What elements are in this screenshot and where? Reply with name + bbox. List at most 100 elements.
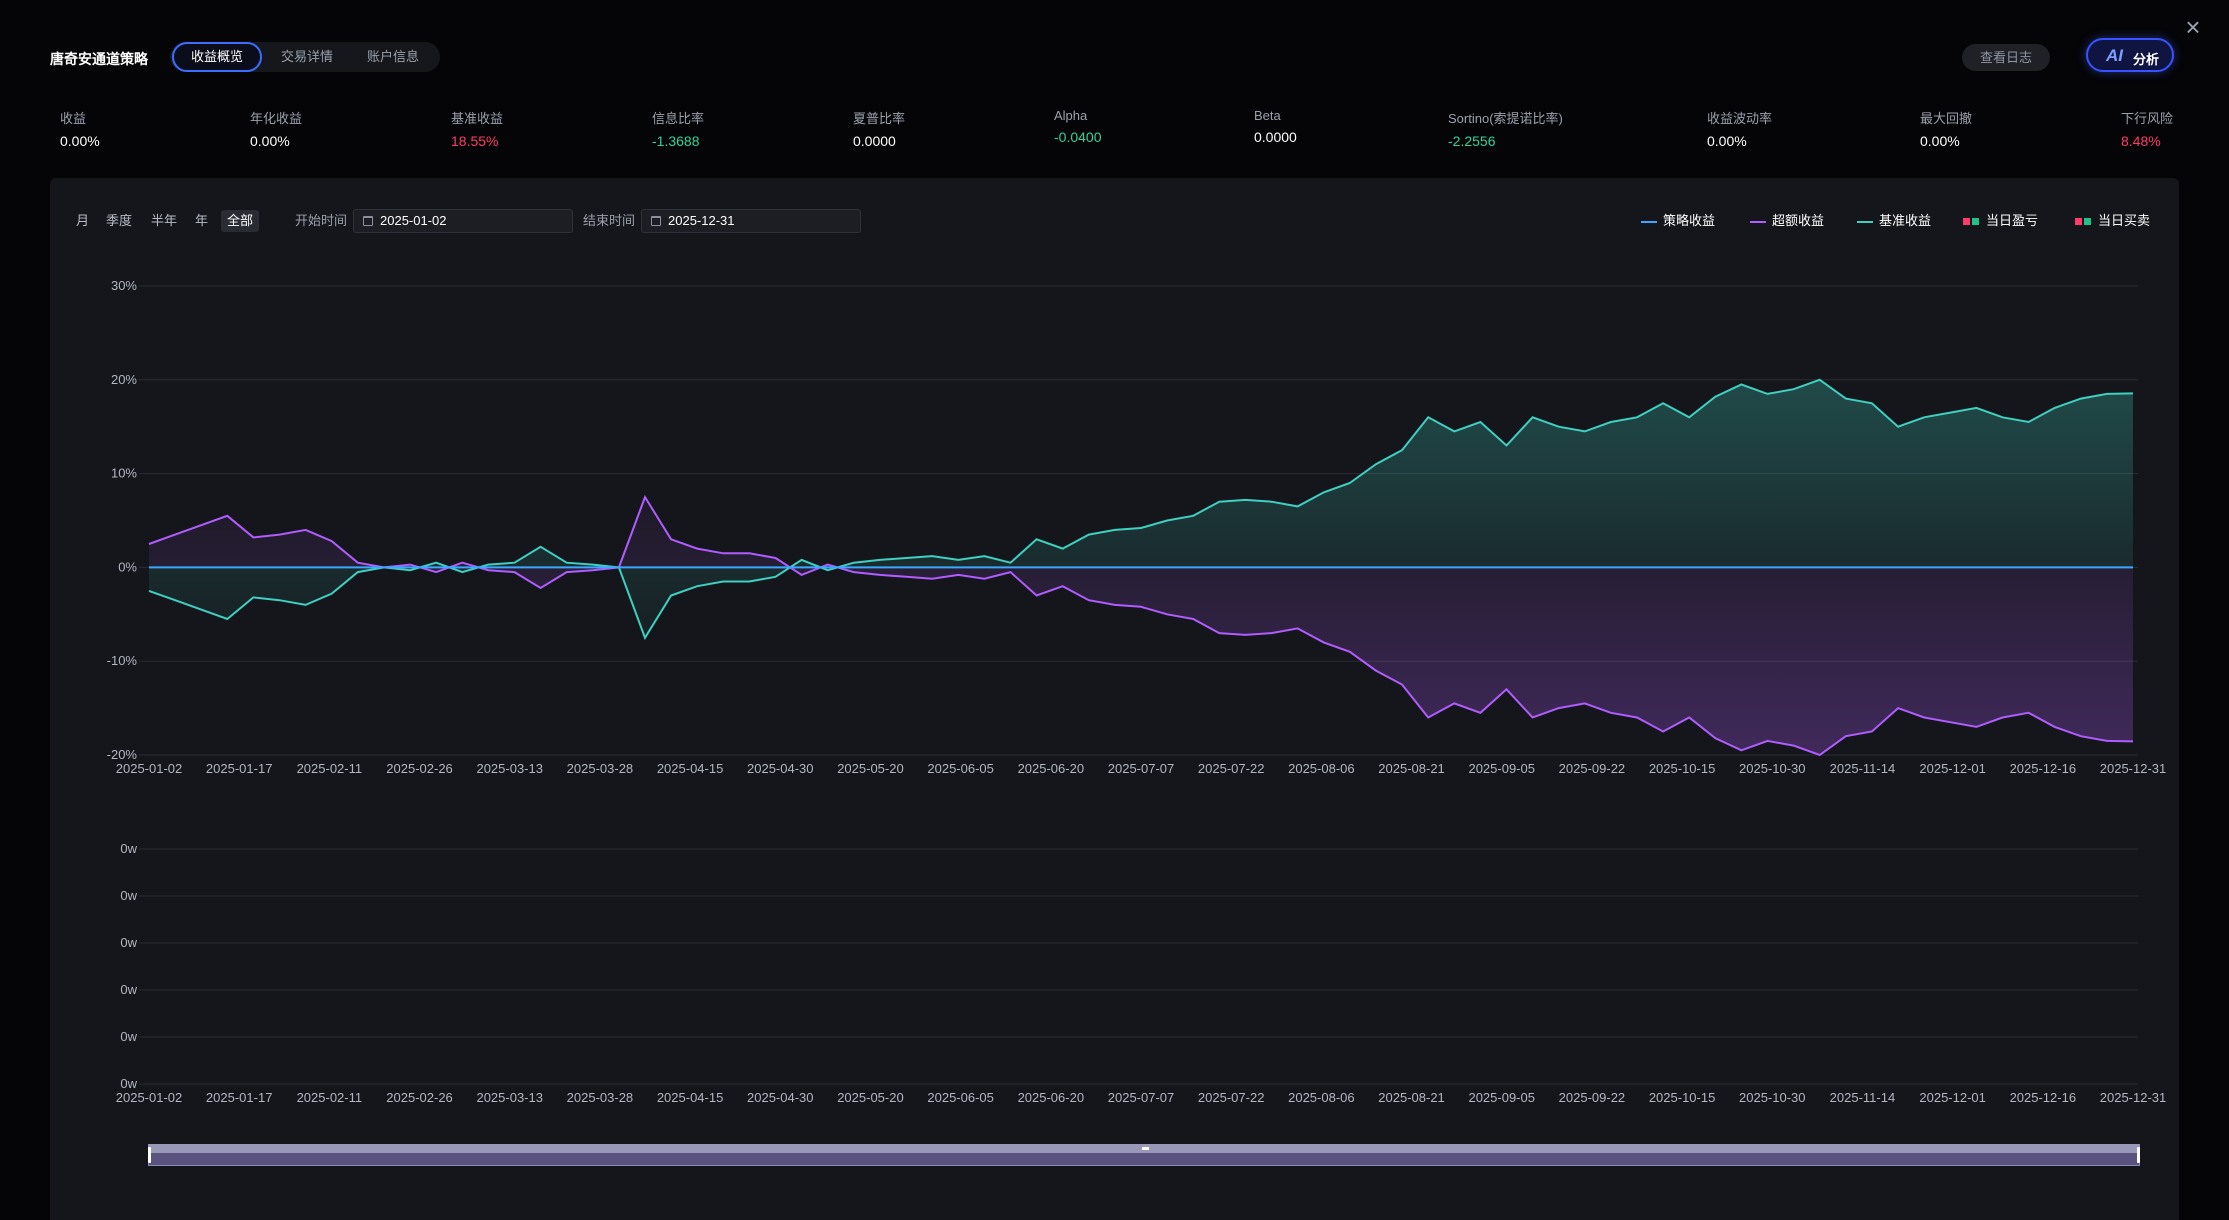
y-tick-label: 0w [120, 1029, 137, 1044]
metric-value: 0.0000 [853, 133, 896, 149]
legend-label: 基准收益 [1879, 213, 1932, 228]
start-date-value: 2025-01-02 [380, 213, 447, 228]
metric-annual-return: 年化收益 0.00% [250, 108, 302, 149]
y-tick-label: 0w [120, 1076, 137, 1091]
x-tick-label: 2025-11-14 [1830, 1090, 1896, 1105]
x-tick-label: 2025-01-02 [116, 1090, 183, 1105]
x-tick-label: 2025-06-05 [927, 1090, 994, 1105]
metric-information-ratio: 信息比率 -1.3688 [652, 108, 704, 149]
legend-square-swatch [1972, 218, 1979, 226]
tab-trade-details[interactable]: 交易详情 [280, 49, 333, 64]
x-tick-label: 2025-03-28 [567, 761, 634, 776]
metric-value: 0.00% [1920, 133, 1960, 149]
metric-beta: Beta 0.0000 [1254, 108, 1297, 145]
x-tick-label: 2025-06-20 [1018, 1090, 1085, 1105]
legend-label: 策略收益 [1663, 213, 1716, 228]
metric-label: 夏普比率 [853, 111, 906, 126]
tab-account-info[interactable]: 账户信息 [366, 49, 419, 64]
legend-label: 当日买卖 [2098, 213, 2151, 228]
x-tick-label: 2025-12-31 [2100, 761, 2167, 776]
x-tick-label: 2025-11-14 [1830, 761, 1896, 776]
calendar-icon [363, 216, 373, 226]
x-tick-label: 2025-01-02 [116, 761, 183, 776]
returns-line-chart[interactable]: 30%20%10%0%-10%-20%2025-01-02 2025-01-17 2… [0, 0, 2229, 790]
tab-overview[interactable]: 收益概览 [172, 42, 262, 72]
strategy-title: 唐奇安通道策略 [50, 51, 148, 67]
period-year-button[interactable]: 年 [195, 213, 209, 228]
x-tick-label: 2025-04-15 [657, 761, 724, 776]
x-tick-label: 2025-06-20 [1018, 761, 1085, 776]
period-halfyear-button[interactable]: 半年 [151, 213, 178, 228]
legend-daily-pnl[interactable]: 当日盈亏 [1963, 210, 2038, 232]
view-tabs: 收益概览 交易详情 账户信息 [170, 42, 440, 72]
metric-value: 8.48% [2121, 133, 2161, 149]
legend-benchmark-return[interactable]: 基准收益 [1857, 210, 1931, 232]
y-tick-label: 0w [120, 982, 137, 997]
period-quarter-button[interactable]: 季度 [106, 213, 133, 228]
metric-label: 收益 [60, 111, 87, 126]
metric-label: Alpha [1054, 108, 1088, 123]
slider-right-handle[interactable] [2137, 1147, 2140, 1163]
legend-label: 当日盈亏 [1986, 213, 2039, 228]
x-tick-label: 2025-07-07 [1108, 761, 1175, 776]
excess-area [149, 497, 2133, 755]
view-log-button[interactable]: 查看日志 [1962, 44, 2050, 71]
metric-value: 0.00% [250, 133, 290, 149]
x-tick-label: 2025-05-20 [837, 761, 904, 776]
y-tick-label: 0w [120, 888, 137, 903]
legend-strategy-return[interactable]: 策略收益 [1641, 210, 1715, 232]
start-date-input[interactable]: 2025-01-02 [353, 209, 573, 233]
top-bar: 唐奇安通道策略 收益概览 交易详情 账户信息 查看日志 AI 分析 × [0, 0, 2229, 110]
x-tick-label: 2025-03-28 [567, 1090, 634, 1105]
end-date-label: 结束时间 [583, 213, 636, 228]
slider-left-handle[interactable] [148, 1147, 151, 1163]
benchmark-area [149, 379, 2133, 638]
metric-value: 0.00% [1707, 133, 1747, 149]
y-tick-label: 20% [111, 372, 137, 387]
legend-line-swatch [1750, 220, 1766, 223]
x-tick-label: 2025-07-22 [1198, 1090, 1265, 1105]
x-tick-label: 2025-05-20 [837, 1090, 904, 1105]
period-all-button[interactable]: 全部 [221, 210, 260, 232]
calendar-icon [651, 216, 661, 226]
metric-alpha: Alpha -0.0400 [1054, 108, 1101, 145]
close-icon[interactable]: × [2185, 12, 2201, 42]
ai-analysis-label: 分析 [2133, 52, 2160, 67]
x-tick-label: 2025-12-16 [2010, 761, 2077, 776]
x-tick-label: 2025-09-05 [1468, 761, 1535, 776]
y-tick-label: -10% [107, 653, 138, 668]
metric-label: 下行风险 [2121, 111, 2174, 126]
x-tick-label: 2025-06-05 [927, 761, 994, 776]
metric-benchmark-return: 基准收益 18.55% [451, 108, 503, 149]
legend-square-swatch [2084, 218, 2091, 226]
date-range-slider[interactable] [148, 1144, 2140, 1166]
x-tick-label: 2025-09-22 [1559, 1090, 1626, 1105]
y-tick-label: 30% [111, 278, 137, 293]
ai-icon: AI [2106, 46, 2123, 65]
metric-label: 收益波动率 [1707, 111, 1773, 126]
x-tick-label: 2025-04-30 [747, 761, 814, 776]
y-tick-label: -20% [107, 747, 138, 762]
legend-line-swatch [1641, 220, 1657, 223]
x-tick-label: 2025-10-30 [1739, 1090, 1806, 1105]
x-tick-label: 2025-03-13 [476, 761, 543, 776]
x-tick-label: 2025-12-01 [1919, 761, 1986, 776]
legend-square-swatch [2075, 218, 2082, 226]
x-tick-label: 2025-10-30 [1739, 761, 1806, 776]
x-tick-label: 2025-01-17 [206, 1090, 273, 1105]
slider-move-grip[interactable] [1142, 1147, 1149, 1150]
x-tick-label: 2025-02-26 [386, 1090, 453, 1105]
x-tick-label: 2025-04-15 [657, 1090, 724, 1105]
y-tick-label: 10% [111, 466, 137, 481]
ai-analysis-button[interactable]: AI 分析 [2086, 38, 2174, 72]
x-tick-label: 2025-03-13 [476, 1090, 543, 1105]
end-date-input[interactable]: 2025-12-31 [641, 209, 861, 233]
y-tick-label: 0% [118, 559, 137, 574]
x-tick-label: 2025-10-15 [1649, 761, 1716, 776]
legend-daily-trades[interactable]: 当日买卖 [2075, 210, 2150, 232]
period-month-button[interactable]: 月 [76, 213, 90, 228]
legend-excess-return[interactable]: 超额收益 [1750, 210, 1824, 232]
legend-square-swatch [1963, 218, 1970, 226]
x-tick-label: 2025-08-21 [1378, 1090, 1445, 1105]
